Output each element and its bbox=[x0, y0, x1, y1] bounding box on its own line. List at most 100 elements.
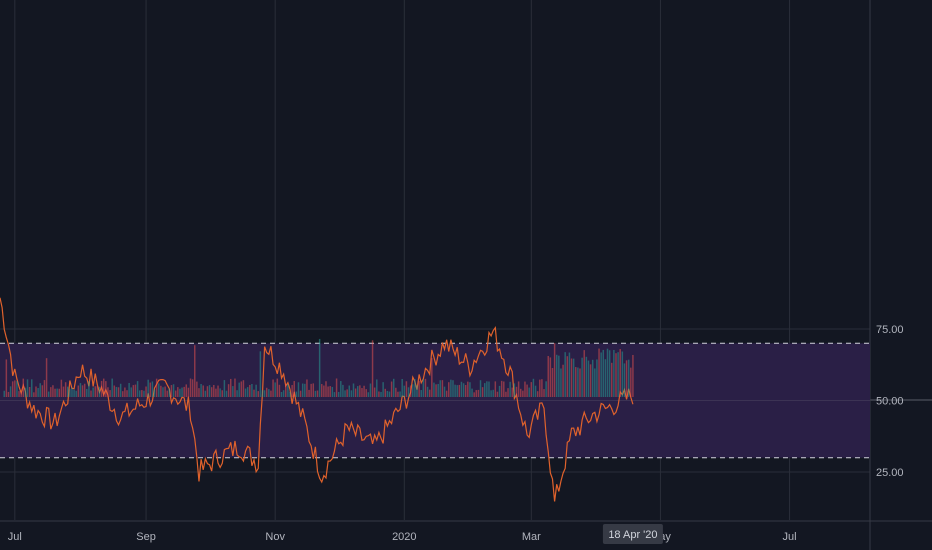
volume-bar bbox=[617, 352, 619, 397]
volume-bar bbox=[52, 385, 54, 397]
volume-bar bbox=[314, 390, 317, 397]
volume-bar bbox=[519, 388, 522, 397]
volume-bar bbox=[433, 382, 435, 397]
volume-bar bbox=[365, 389, 367, 397]
volume-bar bbox=[181, 387, 183, 397]
volume-bar bbox=[304, 383, 306, 397]
volume-bar bbox=[37, 388, 39, 397]
volume-bar bbox=[568, 352, 571, 397]
volume-bar bbox=[312, 383, 315, 397]
volume-bar bbox=[443, 386, 446, 397]
volume-bar bbox=[73, 389, 75, 397]
volume-bar bbox=[5, 359, 8, 397]
volume-bar bbox=[484, 383, 486, 397]
volume-bar bbox=[285, 383, 287, 397]
volume-bar bbox=[373, 387, 376, 397]
volume-bar bbox=[331, 386, 334, 397]
volume-bar bbox=[560, 368, 562, 397]
volume-bar bbox=[517, 381, 520, 397]
volume-bar bbox=[526, 384, 528, 397]
volume-bar bbox=[344, 390, 346, 397]
volume-bar bbox=[562, 364, 564, 397]
volume-bar bbox=[259, 351, 262, 397]
volume-bar bbox=[50, 387, 52, 397]
volume-bar bbox=[174, 390, 177, 397]
volume-bar bbox=[505, 391, 507, 397]
volume-bar bbox=[249, 384, 251, 397]
volume-bar bbox=[524, 381, 526, 397]
volume-bar bbox=[600, 352, 602, 397]
volume-bar bbox=[321, 384, 323, 397]
volume-bar bbox=[539, 379, 541, 397]
time-tick-label: Jul bbox=[783, 531, 797, 543]
volume-bar bbox=[435, 384, 437, 397]
volume-bar bbox=[583, 350, 585, 397]
crosshair-date-tag[interactable] bbox=[602, 524, 663, 544]
volume-bar bbox=[295, 391, 298, 397]
volume-bar bbox=[564, 352, 566, 397]
volume-bar bbox=[477, 389, 480, 397]
volume-bar bbox=[323, 385, 325, 397]
volume-bar bbox=[342, 384, 344, 397]
volume-bar bbox=[361, 388, 363, 397]
time-tick-label: Sep bbox=[136, 531, 156, 543]
volume-bar bbox=[278, 384, 281, 397]
volume-bar bbox=[431, 358, 433, 397]
volume-bar bbox=[270, 390, 272, 397]
volume-bar bbox=[253, 389, 255, 397]
volume-bar bbox=[24, 387, 27, 397]
volume-bar bbox=[33, 392, 35, 397]
volume-bar bbox=[367, 392, 370, 397]
volume-bar bbox=[90, 390, 92, 397]
volume-bar bbox=[613, 349, 615, 397]
volume-bar bbox=[11, 381, 14, 397]
volume-bar bbox=[213, 384, 215, 397]
volume-bar bbox=[335, 378, 338, 397]
volume-bar bbox=[577, 367, 579, 397]
volume-bar bbox=[437, 383, 439, 397]
volume-bar bbox=[208, 385, 211, 397]
volume-bar bbox=[469, 382, 471, 397]
volume-bar bbox=[464, 384, 467, 397]
volume-bar bbox=[500, 380, 503, 397]
volume-bar bbox=[475, 390, 478, 397]
volume-bar bbox=[202, 385, 204, 397]
volume-bar bbox=[596, 359, 598, 397]
volume-bar bbox=[81, 385, 84, 397]
volume-bar bbox=[589, 364, 592, 397]
volume-bar bbox=[528, 387, 530, 397]
volume-bar bbox=[397, 391, 399, 397]
volume-bar bbox=[310, 383, 312, 397]
rsi-pane[interactable] bbox=[0, 297, 870, 502]
volume-bar bbox=[215, 388, 217, 397]
volume-bar bbox=[308, 389, 310, 397]
volume-bar bbox=[287, 384, 289, 397]
volume-bar bbox=[591, 359, 594, 397]
volume-bar bbox=[88, 381, 90, 397]
price-axis[interactable]: 20000.0016000.0012000.009000.005500.0043… bbox=[871, 0, 929, 479]
volume-bar bbox=[20, 392, 22, 397]
time-axis[interactable]: JulSepNov2020MarMayJul18 Apr '20 bbox=[8, 524, 797, 544]
volume-bar bbox=[265, 387, 268, 397]
volume-bar bbox=[141, 390, 143, 397]
volume-bar bbox=[553, 343, 556, 397]
volume-bar bbox=[340, 381, 342, 397]
volume-bar bbox=[390, 381, 393, 397]
volume-bar bbox=[409, 385, 412, 397]
volume-bar bbox=[481, 387, 484, 397]
volume-bar bbox=[376, 379, 378, 397]
volume-bar bbox=[494, 381, 497, 397]
volume-bar bbox=[627, 359, 630, 397]
volume-bar bbox=[333, 392, 336, 397]
volume-bar bbox=[109, 390, 111, 397]
volume-bar bbox=[117, 387, 120, 397]
volume-bar bbox=[492, 389, 494, 397]
volume-histogram bbox=[3, 338, 634, 397]
volume-bar bbox=[416, 385, 418, 397]
volume-bar bbox=[160, 385, 162, 397]
volume-bar bbox=[327, 386, 329, 397]
volume-bar bbox=[325, 381, 327, 397]
volume-bar bbox=[64, 382, 67, 397]
